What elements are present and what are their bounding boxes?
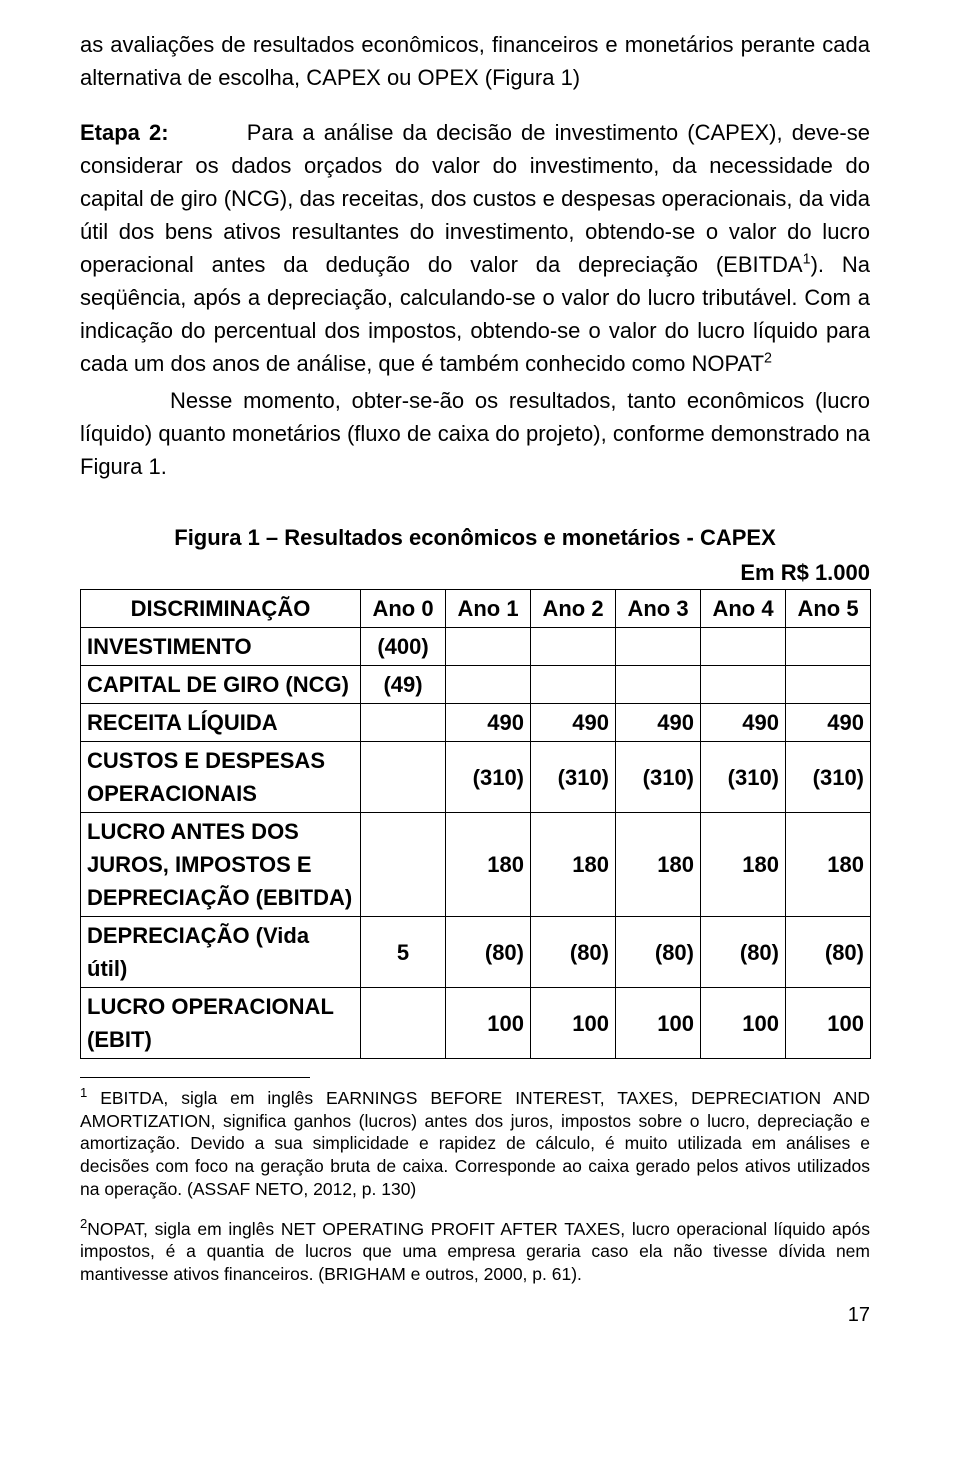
table-cell: (80) (786, 917, 871, 988)
col-header-year: Ano 4 (701, 590, 786, 628)
row-label: DEPRECIAÇÃO (Vida útil) (81, 917, 361, 988)
etapa2-paragraph: Etapa 2: Para a análise da decisão de in… (80, 116, 870, 380)
table-cell: (49) (361, 666, 446, 704)
table-cell: (80) (531, 917, 616, 988)
table-row: LUCRO ANTES DOS JUROS, IMPOSTOS E DEPREC… (81, 813, 871, 917)
figure-title-text: Figura 1 – Resultados econômicos e monet… (174, 525, 776, 550)
table-cell (531, 666, 616, 704)
footnote-ref-2: 2 (764, 351, 772, 367)
table-cell (786, 666, 871, 704)
footnote-2-text: NOPAT, sigla em inglês NET OPERATING PRO… (80, 1218, 870, 1284)
table-cell: 100 (616, 988, 701, 1059)
table-cell (446, 666, 531, 704)
col-header-year: Ano 1 (446, 590, 531, 628)
table-row: CAPITAL DE GIRO (NCG)(49) (81, 666, 871, 704)
row-label: CUSTOS E DESPESAS OPERACIONAIS (81, 742, 361, 813)
table-cell: 490 (616, 704, 701, 742)
table-cell: 180 (701, 813, 786, 917)
col-header-year: Ano 5 (786, 590, 871, 628)
table-cell: 100 (701, 988, 786, 1059)
footnote-separator (80, 1077, 310, 1078)
footnote-2: 2NOPAT, sigla em inglês NET OPERATING PR… (80, 1215, 870, 1286)
table-cell (446, 628, 531, 666)
footnote-ref-1: 1 (803, 252, 811, 268)
table-cell: (310) (786, 742, 871, 813)
page-number: 17 (80, 1300, 870, 1330)
table-cell: 180 (616, 813, 701, 917)
figure-subtitle: Em R$ 1.000 (80, 556, 870, 589)
footnote-1: 1 EBITDA, sigla em inglês EARNINGS BEFOR… (80, 1084, 870, 1201)
figure-title: Figura 1 – Resultados econômicos e monet… (80, 521, 870, 554)
table-row: LUCRO OPERACIONAL (EBIT)100100100100100 (81, 988, 871, 1059)
intro-paragraph: as avaliações de resultados econômicos, … (80, 28, 870, 94)
table-cell (361, 704, 446, 742)
table-cell: (310) (531, 742, 616, 813)
table-cell (616, 628, 701, 666)
table-cell (361, 988, 446, 1059)
row-label: LUCRO OPERACIONAL (EBIT) (81, 988, 361, 1059)
table-body: INVESTIMENTO(400)CAPITAL DE GIRO (NCG)(4… (81, 628, 871, 1059)
table-cell (616, 666, 701, 704)
etapa2-label: Etapa 2: (80, 120, 169, 145)
table-row: DEPRECIAÇÃO (Vida útil)5(80)(80)(80)(80)… (81, 917, 871, 988)
table-cell: 180 (531, 813, 616, 917)
table-cell (786, 628, 871, 666)
table-cell: (310) (701, 742, 786, 813)
table-cell: 100 (446, 988, 531, 1059)
col-header-year: Ano 0 (361, 590, 446, 628)
result-paragraph: Nesse momento, obter-se-ão os resultados… (80, 384, 870, 483)
row-label: RECEITA LÍQUIDA (81, 704, 361, 742)
table-cell: 490 (786, 704, 871, 742)
table-cell: 490 (446, 704, 531, 742)
page: as avaliações de resultados econômicos, … (0, 0, 960, 1358)
col-header-label: DISCRIMINAÇÃO (81, 590, 361, 628)
table-cell: 100 (786, 988, 871, 1059)
table-cell: (310) (616, 742, 701, 813)
table-cell (701, 628, 786, 666)
table-cell: (80) (616, 917, 701, 988)
row-label: INVESTIMENTO (81, 628, 361, 666)
table-cell: 490 (531, 704, 616, 742)
table-cell (531, 628, 616, 666)
table-cell: 100 (531, 988, 616, 1059)
table-head: DISCRIMINAÇÃOAno 0Ano 1Ano 2Ano 3Ano 4An… (81, 590, 871, 628)
table-cell (361, 813, 446, 917)
figure-subtitle-text: Em R$ 1.000 (740, 560, 870, 585)
etapa2-body-a: Para a análise da decisão de investiment… (80, 120, 870, 277)
table-cell: 180 (786, 813, 871, 917)
table-cell: (80) (446, 917, 531, 988)
row-label: CAPITAL DE GIRO (NCG) (81, 666, 361, 704)
footnote-1-text: EBITDA, sigla em inglês EARNINGS BEFORE … (80, 1088, 870, 1199)
table-header-row: DISCRIMINAÇÃOAno 0Ano 1Ano 2Ano 3Ano 4An… (81, 590, 871, 628)
table-row: INVESTIMENTO(400) (81, 628, 871, 666)
table-cell: 180 (446, 813, 531, 917)
table-cell: 490 (701, 704, 786, 742)
row-label: LUCRO ANTES DOS JUROS, IMPOSTOS E DEPREC… (81, 813, 361, 917)
table-cell (701, 666, 786, 704)
table-cell: (80) (701, 917, 786, 988)
col-header-year: Ano 3 (616, 590, 701, 628)
figure-table: DISCRIMINAÇÃOAno 0Ano 1Ano 2Ano 3Ano 4An… (80, 589, 871, 1059)
col-header-year: Ano 2 (531, 590, 616, 628)
table-row: CUSTOS E DESPESAS OPERACIONAIS(310)(310)… (81, 742, 871, 813)
table-cell: (310) (446, 742, 531, 813)
table-cell: (400) (361, 628, 446, 666)
table-row: RECEITA LÍQUIDA490490490490490 (81, 704, 871, 742)
table-cell (361, 742, 446, 813)
table-cell: 5 (361, 917, 446, 988)
